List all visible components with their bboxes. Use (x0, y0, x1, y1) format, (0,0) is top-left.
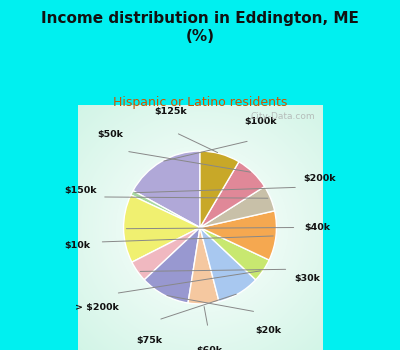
Text: Hispanic or Latino residents: Hispanic or Latino residents (113, 96, 287, 109)
Wedge shape (144, 228, 200, 303)
Wedge shape (133, 151, 200, 228)
Wedge shape (200, 187, 274, 228)
Wedge shape (131, 191, 200, 228)
Text: $60k: $60k (197, 345, 223, 350)
Text: $30k: $30k (295, 274, 321, 283)
Text: $125k: $125k (154, 107, 187, 116)
Wedge shape (124, 195, 200, 262)
Text: $150k: $150k (64, 186, 97, 195)
Text: $10k: $10k (64, 241, 90, 250)
Wedge shape (200, 151, 239, 228)
Text: > $200k: > $200k (75, 303, 119, 312)
Wedge shape (200, 211, 276, 260)
Wedge shape (200, 228, 269, 280)
Text: City-Data.com: City-Data.com (250, 112, 315, 121)
Text: $20k: $20k (256, 326, 282, 335)
Text: Income distribution in Eddington, ME
(%): Income distribution in Eddington, ME (%) (41, 10, 359, 44)
Text: $40k: $40k (304, 223, 331, 232)
Text: $50k: $50k (97, 130, 123, 139)
Wedge shape (132, 228, 200, 280)
Text: $75k: $75k (136, 336, 162, 345)
Text: $200k: $200k (303, 174, 336, 183)
Wedge shape (188, 228, 219, 304)
Text: $100k: $100k (244, 117, 277, 126)
Wedge shape (200, 228, 256, 302)
Wedge shape (200, 162, 264, 228)
